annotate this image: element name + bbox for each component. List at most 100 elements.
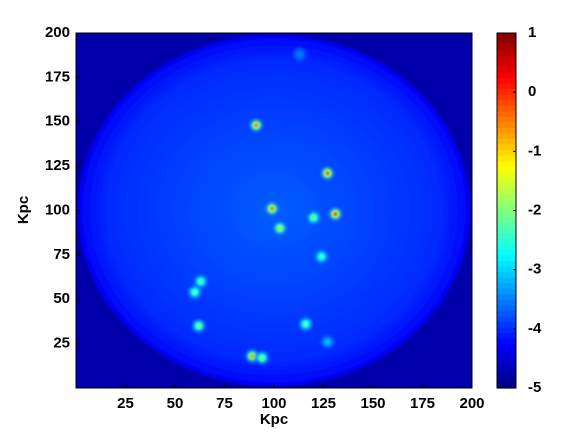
y-tick-label: 50 bbox=[53, 290, 70, 307]
y-axis-label: Kpc bbox=[15, 196, 32, 224]
colorbar-strip bbox=[497, 160, 516, 167]
colorbar-strip bbox=[497, 38, 516, 45]
source bbox=[290, 45, 309, 64]
y-tick-label: 175 bbox=[45, 68, 70, 85]
source bbox=[189, 316, 208, 335]
colorbar-strip bbox=[497, 282, 516, 289]
colorbar-strip bbox=[497, 216, 516, 223]
source bbox=[318, 332, 337, 351]
colorbar-strip bbox=[497, 143, 516, 151]
colorbar-strip bbox=[497, 265, 516, 273]
colorbar-strip bbox=[497, 149, 516, 156]
source bbox=[304, 208, 323, 227]
colorbar-strip bbox=[497, 293, 516, 300]
colorbar-strip bbox=[497, 254, 516, 262]
colorbar-strip bbox=[497, 166, 516, 173]
colorbar-strip bbox=[497, 88, 516, 95]
colorbar-tick-label: -3 bbox=[528, 261, 541, 278]
colorbar-strip bbox=[497, 155, 516, 162]
x-tick-label: 50 bbox=[167, 395, 184, 412]
colorbar-strip bbox=[497, 105, 516, 112]
source bbox=[312, 247, 331, 266]
colorbar-strip bbox=[497, 249, 516, 256]
y-tick-label: 150 bbox=[45, 113, 70, 130]
colorbar-strip bbox=[497, 182, 516, 189]
source bbox=[247, 116, 266, 135]
colorbar-strip bbox=[497, 77, 516, 84]
source bbox=[253, 348, 272, 367]
source bbox=[318, 164, 337, 183]
colorbar-strip bbox=[497, 82, 516, 90]
x-tick-label: 200 bbox=[459, 395, 484, 412]
colorbar-strip bbox=[497, 193, 516, 201]
colorbar-strip bbox=[497, 332, 516, 339]
colorbar-strip bbox=[497, 310, 516, 317]
source bbox=[296, 315, 315, 334]
colorbar-strip bbox=[497, 365, 516, 372]
source bbox=[326, 205, 345, 224]
x-axis-label: Kpc bbox=[260, 411, 288, 428]
colorbar-strip bbox=[497, 382, 516, 389]
colorbar-tick-label: 0 bbox=[528, 83, 536, 100]
colorbar-strip bbox=[497, 204, 516, 212]
source bbox=[263, 199, 282, 218]
colorbar-strip bbox=[497, 132, 516, 139]
colorbar-strip bbox=[497, 44, 516, 51]
colorbar-strip bbox=[497, 199, 516, 206]
colorbar-strip bbox=[497, 360, 516, 367]
colorbar-strip bbox=[497, 221, 516, 228]
colorbar-strip bbox=[497, 110, 516, 117]
colorbar-strip bbox=[497, 99, 516, 106]
colorbar-strip bbox=[497, 227, 516, 234]
colorbar-tick-label: -1 bbox=[528, 142, 541, 159]
y-tick-label: 200 bbox=[45, 24, 70, 41]
colorbar-strip bbox=[497, 299, 516, 306]
colorbar-strip bbox=[497, 338, 516, 345]
y-tick-label: 75 bbox=[53, 246, 70, 263]
colorbar-strip bbox=[497, 315, 516, 323]
colorbar-strip bbox=[497, 71, 516, 78]
colorbar-strip bbox=[497, 238, 516, 245]
colorbar-strip bbox=[497, 127, 516, 134]
colorbar-strip bbox=[497, 94, 516, 101]
colorbar-strip bbox=[497, 243, 516, 250]
colorbar-strip bbox=[497, 33, 516, 40]
colorbar-strip bbox=[497, 288, 516, 295]
colorbar-tick-label: -5 bbox=[528, 379, 541, 396]
colorbar-strip bbox=[497, 304, 516, 311]
colorbar-strip bbox=[497, 138, 516, 145]
colorbar-strip bbox=[497, 232, 516, 239]
x-tick-label: 125 bbox=[311, 395, 336, 412]
colorbar-strip bbox=[497, 376, 516, 384]
y-tick-label: 25 bbox=[53, 335, 70, 352]
colorbar-strip bbox=[497, 277, 516, 284]
colorbar-tick-label: -2 bbox=[528, 201, 541, 218]
x-tick-label: 100 bbox=[261, 395, 286, 412]
source bbox=[270, 219, 289, 238]
colorbar-strip bbox=[497, 210, 516, 217]
source bbox=[185, 283, 204, 302]
colorbar-strip bbox=[497, 60, 516, 67]
colorbar-tick-label: 1 bbox=[528, 24, 536, 41]
colorbar-strip bbox=[497, 343, 516, 350]
colorbar-strip bbox=[497, 371, 516, 378]
colorbar-strip bbox=[497, 326, 516, 334]
colorbar-strip bbox=[497, 55, 516, 62]
colorbar-strip bbox=[497, 321, 516, 328]
colorbar-tick-label: -4 bbox=[528, 320, 542, 337]
colorbar: -5 -4 -3 -2 -1 0 1 bbox=[496, 24, 542, 396]
colorbar-strip bbox=[497, 177, 516, 184]
colorbar-strip bbox=[497, 49, 516, 56]
colorbar-strip bbox=[497, 188, 516, 195]
x-tick-label: 150 bbox=[360, 395, 385, 412]
y-tick-label: 100 bbox=[45, 201, 70, 218]
x-tick-label: 75 bbox=[216, 395, 233, 412]
colorbar-strip bbox=[497, 271, 516, 278]
y-tick-label: 125 bbox=[45, 157, 70, 174]
colorbar-strip bbox=[497, 116, 516, 123]
colorbar-strip bbox=[497, 349, 516, 356]
plot-area bbox=[76, 33, 472, 388]
colorbar-strip bbox=[497, 354, 516, 361]
colorbar-strip bbox=[497, 66, 516, 73]
